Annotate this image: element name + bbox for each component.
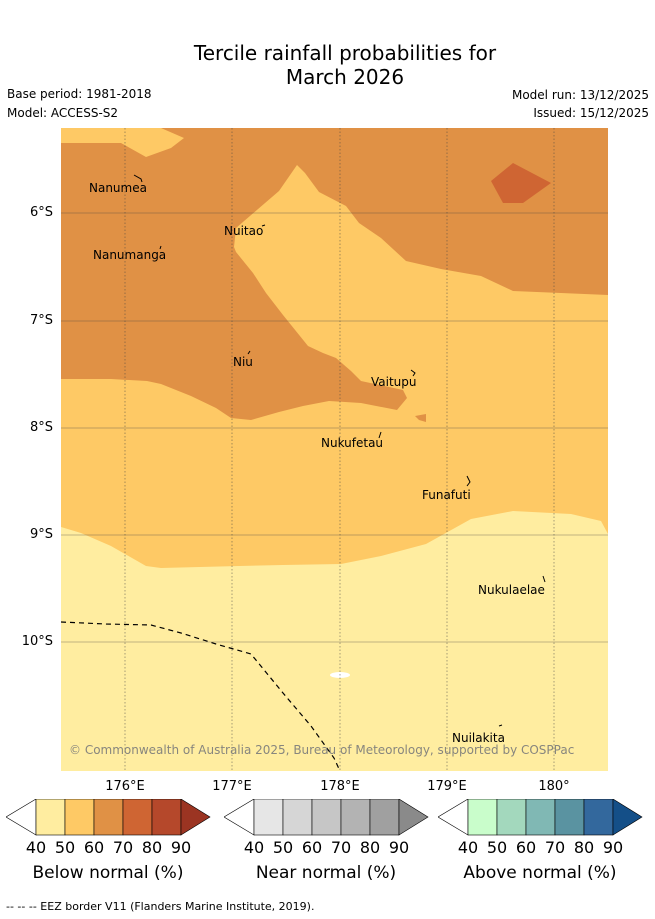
zone-below-60-70-patch <box>415 414 426 422</box>
tick-90: 90 <box>170 838 192 857</box>
cbar-above-70-80 <box>554 799 585 836</box>
cbar-below-over <box>180 799 211 836</box>
tick-70: 70 <box>544 838 566 857</box>
tick-80: 80 <box>573 838 595 857</box>
copyright-notice: © Commonwealth of Australia 2025, Bureau… <box>69 743 574 757</box>
island-vaitupu <box>410 369 416 377</box>
colorbar-above-normal <box>438 799 643 836</box>
tick-50: 50 <box>272 838 294 857</box>
tick-60: 60 <box>515 838 537 857</box>
cbar-above-80-90 <box>583 799 614 836</box>
tick-60: 60 <box>301 838 323 857</box>
tick-50: 50 <box>54 838 76 857</box>
latitude-gridlines <box>61 212 608 643</box>
tick-80: 80 <box>359 838 381 857</box>
place-nukufetau: Nukufetau <box>321 436 383 450</box>
model-run: Model run: 13/12/2025 <box>511 88 649 102</box>
tick-70: 70 <box>112 838 134 857</box>
lat-label-9s: 9°S <box>29 527 53 542</box>
eez-legend-note: -- -- -- EEZ border V11 (Flanders Marine… <box>6 900 315 913</box>
island-nuilakita <box>498 724 503 727</box>
cbar-near-60-70 <box>311 799 342 836</box>
cbar-near-80-90 <box>369 799 400 836</box>
lon-label-178e: 178°E <box>320 779 360 794</box>
tick-40: 40 <box>457 838 479 857</box>
colorbar-title-above: Above normal (%) <box>463 863 617 883</box>
cbar-above-40-50 <box>467 799 498 836</box>
place-niu: Niu <box>233 355 253 369</box>
colorbar-title-below: Below normal (%) <box>32 863 184 883</box>
cbar-near-under <box>224 799 255 836</box>
lon-label-177e: 177°E <box>212 779 252 794</box>
zone-below-60-70 <box>61 128 608 420</box>
cbar-near-over <box>398 799 429 836</box>
base-period: Base period: 1981-2018 <box>7 87 152 101</box>
tick-90: 90 <box>602 838 624 857</box>
island-nanumea <box>133 174 143 183</box>
tick-70: 70 <box>330 838 352 857</box>
lat-label-7s: 7°S <box>29 313 53 328</box>
tick-80: 80 <box>141 838 163 857</box>
longitude-gridlines <box>124 128 555 771</box>
cbar-below-under <box>6 799 37 836</box>
tick-60: 60 <box>83 838 105 857</box>
cbar-above-over <box>612 799 643 836</box>
lon-label-176e: 176°E <box>105 779 145 794</box>
tick-90: 90 <box>388 838 410 857</box>
place-nukulaelae: Nukulaelae <box>478 583 545 597</box>
title-line-1: Tercile rainfall probabilities for <box>193 41 497 65</box>
cbar-near-40-50 <box>253 799 284 836</box>
lon-label-180: 180° <box>538 779 570 794</box>
cbar-near-70-80 <box>340 799 371 836</box>
map-title: Tercile rainfall probabilities for March… <box>0 41 655 89</box>
colorbar-near-normal <box>224 799 429 836</box>
tick-40: 40 <box>25 838 47 857</box>
tick-40: 40 <box>243 838 265 857</box>
island-funafuti <box>466 475 471 487</box>
zone-below-70-80 <box>491 163 551 203</box>
cbar-above-50-60 <box>496 799 527 836</box>
colorbar-below-normal <box>6 799 211 836</box>
lon-label-179e: 179°E <box>427 779 467 794</box>
lat-label-6s: 6°S <box>29 205 53 220</box>
model-name: Model: ACCESS-S2 <box>7 106 119 120</box>
issued-date: Issued: 15/12/2025 <box>533 106 649 120</box>
island-nanumanga <box>159 245 162 250</box>
map-panel: Nanumea Nanumanga Nuitao Niu Vaitupu Nuk… <box>61 128 608 771</box>
cbar-above-under <box>438 799 469 836</box>
island-nukulaelae <box>542 575 546 583</box>
cbar-below-50-60 <box>64 799 95 836</box>
place-funafuti: Funafuti <box>422 488 471 502</box>
cbar-above-60-70 <box>525 799 556 836</box>
island-marks <box>133 174 546 727</box>
cbar-below-80-90 <box>151 799 182 836</box>
cbar-near-50-60 <box>282 799 313 836</box>
island-nukufetau <box>378 431 382 439</box>
eez-border <box>61 621 341 771</box>
island-niu <box>247 350 251 355</box>
place-nanumanga: Nanumanga <box>93 248 166 262</box>
island-nuitao <box>261 224 266 227</box>
colorbar-title-near: Near normal (%) <box>255 863 397 883</box>
title-line-2: March 2026 <box>285 65 405 89</box>
cbar-below-40-50 <box>35 799 66 836</box>
lat-label-10s: 10°S <box>21 634 53 649</box>
cbar-below-60-70 <box>93 799 124 836</box>
place-nuilakita: Nuilakita <box>452 731 505 745</box>
cbar-below-70-80 <box>122 799 153 836</box>
lat-label-8s: 8°S <box>29 420 53 435</box>
place-vaitupu: Vaitupu <box>371 375 417 389</box>
place-nuitao: Nuitao <box>224 224 263 238</box>
tick-50: 50 <box>486 838 508 857</box>
place-nanumea: Nanumea <box>89 181 147 195</box>
